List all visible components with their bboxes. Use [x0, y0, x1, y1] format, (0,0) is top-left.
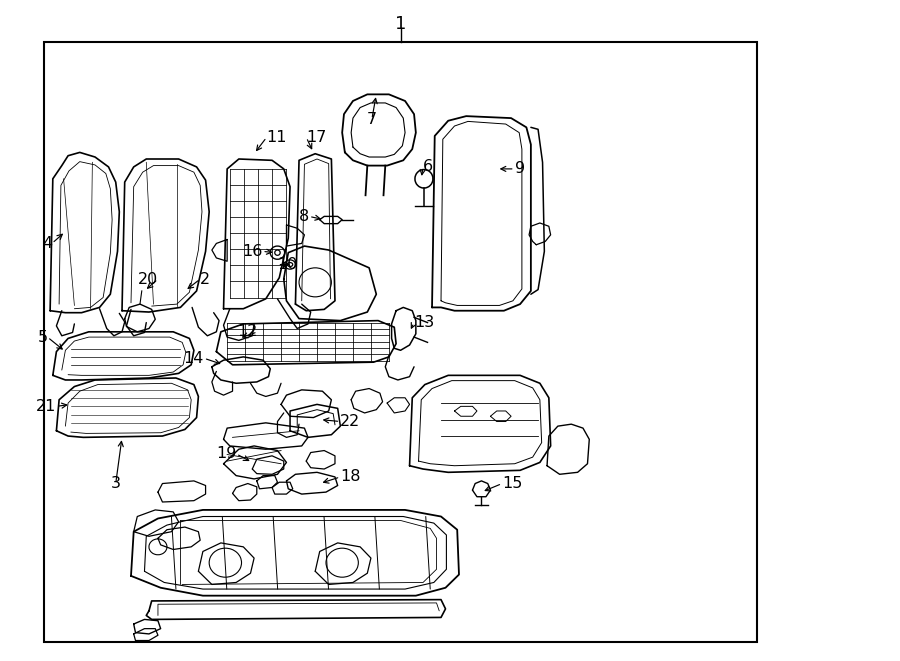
Text: 21: 21 [36, 399, 57, 414]
Text: 10: 10 [277, 257, 298, 272]
Text: 14: 14 [184, 351, 203, 366]
Text: 1: 1 [395, 15, 406, 33]
Text: 22: 22 [340, 414, 361, 429]
Text: 20: 20 [138, 272, 158, 287]
Text: 7: 7 [367, 112, 377, 127]
Text: 17: 17 [306, 130, 327, 145]
Text: 15: 15 [502, 476, 523, 491]
Text: 2: 2 [200, 272, 211, 287]
Text: 8: 8 [299, 209, 309, 224]
Text: 13: 13 [414, 315, 435, 330]
Bar [44, 42, 757, 642]
Text: 9: 9 [515, 161, 525, 176]
Text: 11: 11 [266, 130, 287, 145]
Text: 18: 18 [340, 469, 361, 485]
Text: 12: 12 [238, 325, 257, 339]
Text: 16: 16 [242, 244, 262, 259]
Text: 4: 4 [41, 236, 52, 251]
Text: 6: 6 [423, 159, 433, 175]
Text: 3: 3 [111, 476, 121, 491]
Text: 19: 19 [216, 446, 236, 461]
Text: 5: 5 [37, 330, 48, 344]
